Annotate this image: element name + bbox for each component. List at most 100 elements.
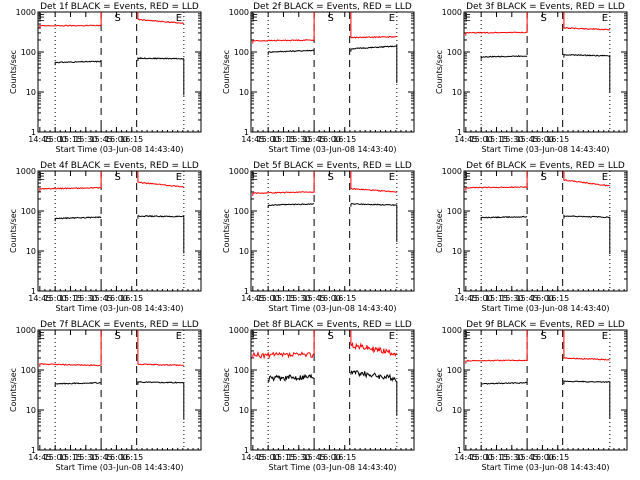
y-tick-label: 10 bbox=[452, 88, 462, 97]
y-tick-label: 100 bbox=[21, 207, 36, 216]
events-series-line bbox=[267, 49, 315, 55]
lld-series-line bbox=[563, 171, 610, 187]
x-tick-label: 14:45 bbox=[28, 294, 51, 303]
event-marker-label: S bbox=[540, 172, 546, 183]
y-tick-label: 1 bbox=[457, 446, 462, 455]
lld-series-line bbox=[350, 12, 398, 39]
plot-frame bbox=[250, 170, 415, 292]
x-tick-label: 15:30 bbox=[287, 294, 310, 303]
panel-title: Det 7f BLACK = Events, RED = LLD bbox=[40, 320, 199, 330]
detector-panel-1: Det 1f BLACK = Events, RED = LLD 1 10 100 10… bbox=[9, 2, 202, 154]
x-tick-label: 15:45 bbox=[303, 294, 326, 303]
y-tick-label: 100 bbox=[447, 207, 462, 216]
x-tick-label: 15:30 bbox=[500, 294, 523, 303]
y-axis-label: Counts/sec bbox=[222, 368, 231, 412]
lld-series-line bbox=[465, 171, 528, 191]
x-tick-label: 14:45 bbox=[241, 453, 264, 462]
events-series-line bbox=[480, 381, 528, 387]
lld-series-line bbox=[252, 12, 315, 44]
events-series-line bbox=[137, 381, 185, 420]
x-tick-label: 16:00 bbox=[531, 294, 554, 303]
detector-panel-9: Det 9f BLACK = Events, RED = LLD 1 10 100 10… bbox=[435, 320, 628, 472]
x-tick-label: 15:45 bbox=[516, 294, 539, 303]
panel-title: Det 4f BLACK = Events, RED = LLD bbox=[40, 161, 199, 171]
plot-frame bbox=[37, 329, 202, 451]
event-marker-label: E bbox=[389, 172, 395, 183]
panel-title: Det 1f BLACK = Events, RED = LLD bbox=[40, 2, 199, 12]
lld-series-line bbox=[39, 330, 102, 367]
lld-series-line bbox=[350, 171, 397, 193]
x-tick-label: 15:00 bbox=[470, 453, 493, 462]
x-axis-label: Start Time (03-Jun-08 14:43:40) bbox=[482, 304, 610, 313]
y-tick-label: 1000 bbox=[442, 167, 462, 176]
plot-frame bbox=[463, 170, 628, 292]
event-marker-label: E bbox=[39, 172, 45, 183]
y-tick-label: 100 bbox=[21, 366, 36, 375]
lld-series-line bbox=[563, 330, 610, 361]
x-tick-label: 15:00 bbox=[470, 135, 493, 144]
x-tick-label: 15:45 bbox=[90, 294, 113, 303]
y-tick-label: 10 bbox=[26, 406, 36, 415]
lld-series-line bbox=[465, 330, 528, 364]
detector-panel-7: Det 7f BLACK = Events, RED = LLD 1 10 100 10… bbox=[9, 320, 202, 472]
event-marker-label: E bbox=[252, 331, 258, 342]
lld-series-line bbox=[137, 330, 184, 367]
x-tick-label: 16:00 bbox=[318, 135, 341, 144]
events-series-line bbox=[350, 44, 398, 83]
x-tick-label: 16:15 bbox=[546, 135, 569, 144]
x-tick-label: 16:00 bbox=[105, 294, 128, 303]
event-marker-label: E bbox=[176, 172, 182, 183]
detector-panel-6: Det 6f BLACK = Events, RED = LLD 1 10 100 10… bbox=[435, 161, 628, 313]
y-tick-label: 1000 bbox=[16, 167, 36, 176]
y-tick-label: 100 bbox=[447, 366, 462, 375]
x-tick-label: 15:15 bbox=[59, 294, 82, 303]
lld-series-line bbox=[252, 171, 315, 196]
plot-frame bbox=[37, 11, 202, 133]
y-tick-label: 1 bbox=[31, 287, 36, 296]
lld-series-line bbox=[39, 171, 102, 192]
event-marker-label: E bbox=[176, 331, 182, 342]
events-series-line bbox=[480, 54, 528, 60]
x-tick-label: 15:15 bbox=[272, 453, 295, 462]
plot-frame bbox=[250, 329, 415, 451]
y-tick-label: 1 bbox=[244, 128, 249, 137]
x-tick-label: 15:30 bbox=[74, 453, 97, 462]
lld-series-line bbox=[563, 12, 611, 31]
event-marker-label: E bbox=[39, 13, 45, 24]
x-tick-label: 16:15 bbox=[546, 294, 569, 303]
event-marker-label: E bbox=[389, 13, 395, 24]
x-axis-label: Start Time (03-Jun-08 14:43:40) bbox=[482, 145, 610, 154]
x-tick-label: 15:30 bbox=[287, 453, 310, 462]
y-tick-label: 100 bbox=[234, 48, 249, 57]
y-tick-label: 10 bbox=[239, 247, 249, 256]
x-tick-label: 14:45 bbox=[454, 294, 477, 303]
events-series-line bbox=[54, 60, 102, 66]
x-tick-label: 15:30 bbox=[74, 135, 97, 144]
event-marker-label: S bbox=[114, 13, 120, 24]
x-tick-label: 16:15 bbox=[546, 453, 569, 462]
x-tick-label: 16:15 bbox=[120, 294, 143, 303]
events-series-line bbox=[350, 202, 398, 242]
y-tick-label: 100 bbox=[234, 207, 249, 216]
events-series-line bbox=[563, 380, 611, 419]
event-marker-label: E bbox=[252, 13, 258, 24]
event-marker-label: S bbox=[540, 331, 546, 342]
x-tick-label: 15:45 bbox=[90, 135, 113, 144]
panel-title: Det 3f BLACK = Events, RED = LLD bbox=[466, 2, 625, 12]
x-tick-label: 15:15 bbox=[59, 453, 82, 462]
y-tick-label: 1000 bbox=[442, 326, 462, 335]
y-tick-label: 1000 bbox=[229, 167, 249, 176]
events-series-line bbox=[267, 203, 315, 208]
y-axis-label: Counts/sec bbox=[9, 368, 18, 412]
lld-series-line bbox=[465, 12, 528, 36]
event-marker-label: E bbox=[39, 331, 45, 342]
lld-series-line bbox=[137, 12, 185, 25]
event-marker-label: E bbox=[389, 331, 395, 342]
event-marker-label: S bbox=[327, 331, 333, 342]
x-tick-label: 16:15 bbox=[120, 453, 143, 462]
x-tick-label: 15:45 bbox=[303, 135, 326, 144]
panel-title: Det 6f BLACK = Events, RED = LLD bbox=[466, 161, 625, 171]
detector-panel-2: Det 2f BLACK = Events, RED = LLD 1 10 100 10… bbox=[222, 2, 415, 154]
x-tick-label: 15:30 bbox=[500, 453, 523, 462]
